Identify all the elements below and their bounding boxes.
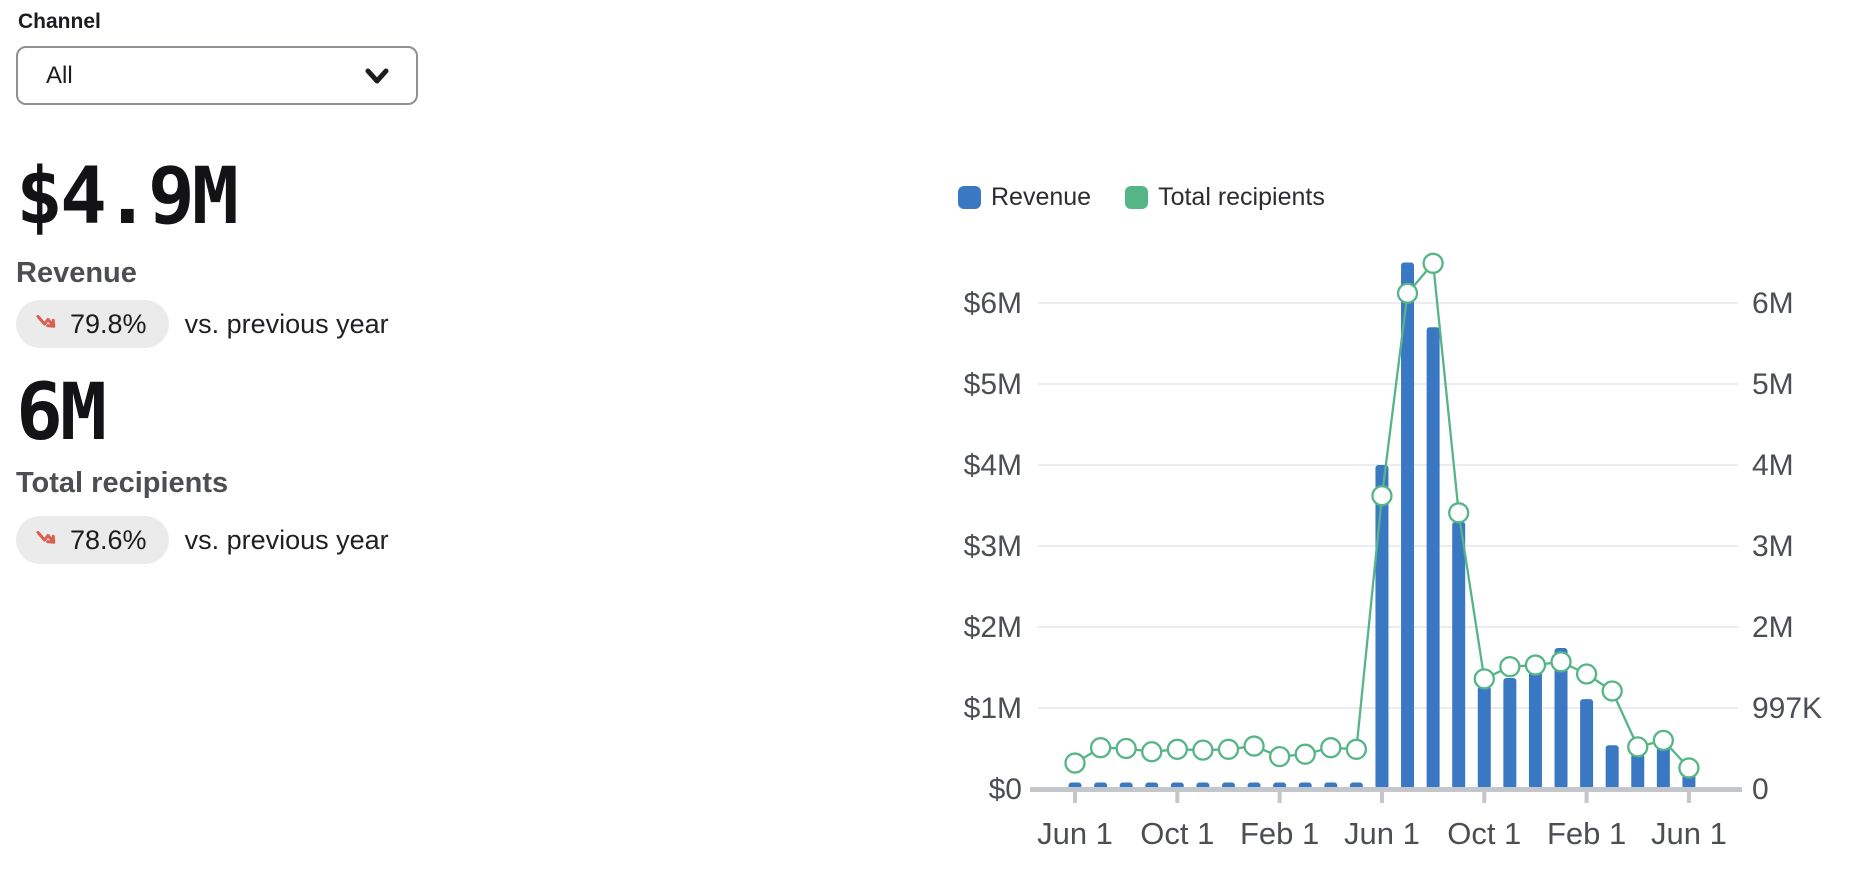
recipients-point[interactable] xyxy=(1320,737,1342,759)
x-axis-tick xyxy=(1379,792,1384,803)
recipients-point[interactable] xyxy=(1345,738,1368,760)
x-axis-tick xyxy=(1277,792,1282,803)
recipients-point[interactable] xyxy=(1499,656,1521,678)
revenue-bar[interactable] xyxy=(1503,678,1517,789)
chart-legend: Revenue Total recipients xyxy=(958,183,1359,212)
revenue-metric-value: $4.9M xyxy=(16,152,239,242)
recipients-point[interactable] xyxy=(1396,282,1419,304)
x-axis-label: Jun 1 xyxy=(1344,816,1420,851)
recipients-point[interactable] xyxy=(1422,252,1444,274)
recipients-point[interactable] xyxy=(1371,485,1393,507)
revenue-bar[interactable] xyxy=(1401,262,1415,790)
recipients-point[interactable] xyxy=(1550,651,1572,673)
legend-item-total-recipients[interactable]: Total recipients xyxy=(1125,183,1325,212)
recipients-point[interactable] xyxy=(1064,752,1086,774)
y-axis-label-right: 997K xyxy=(1752,692,1822,725)
revenue-legend-swatch xyxy=(958,186,981,209)
x-axis-tick xyxy=(1584,792,1589,803)
y-axis-label-left: $6M xyxy=(964,287,1022,320)
channel-select[interactable]: All xyxy=(16,46,418,105)
recipients-point[interactable] xyxy=(1192,739,1214,761)
y-axis-label-right: 5M xyxy=(1752,368,1794,401)
x-axis-label: Oct 1 xyxy=(1140,816,1214,851)
x-axis-tick xyxy=(1175,792,1180,803)
revenue-bar[interactable] xyxy=(1631,753,1645,789)
chevron-down-icon xyxy=(362,61,392,91)
recipients-point[interactable] xyxy=(1217,738,1240,760)
y-axis-label-right: 2M xyxy=(1752,611,1794,644)
recipients-point[interactable] xyxy=(1089,737,1112,759)
x-axis-tick xyxy=(1073,792,1077,803)
revenue-bar[interactable] xyxy=(1580,699,1594,789)
revenue-bar[interactable] xyxy=(1605,745,1619,789)
recipients-point[interactable] xyxy=(1115,737,1137,760)
recipients-point[interactable] xyxy=(1473,668,1495,690)
revenue-bar[interactable] xyxy=(1375,465,1389,789)
recipients-point[interactable] xyxy=(1678,757,1700,779)
recipients-point[interactable] xyxy=(1268,745,1291,768)
revenue-delta-row: 79.8% vs. previous year xyxy=(16,300,389,348)
y-axis-label-left: $5M xyxy=(964,368,1022,401)
y-axis-label-right: 0 xyxy=(1752,773,1769,806)
y-axis-label-right: 6M xyxy=(1752,287,1794,320)
recipients-delta-value: 78.6% xyxy=(70,524,147,555)
y-axis-label-left: $0 xyxy=(989,773,1022,806)
recipients-metric-value: 6M xyxy=(16,368,107,458)
revenue-bar[interactable] xyxy=(1426,327,1440,789)
recipients-comparison-text: vs. previous year xyxy=(184,524,389,555)
recipients-point[interactable] xyxy=(1141,741,1163,763)
recipients-point[interactable] xyxy=(1243,735,1265,757)
recipients-delta-row: 78.6% vs. previous year xyxy=(16,516,389,564)
y-axis-label-left: $4M xyxy=(964,449,1022,482)
y-axis-label-right: 4M xyxy=(1752,449,1794,482)
y-axis-label-left: $1M xyxy=(964,692,1022,725)
revenue-metric-label: Revenue xyxy=(16,257,137,289)
trend-down-arrow-icon xyxy=(34,527,60,553)
channel-filter-label: Channel xyxy=(18,10,101,33)
y-axis-label-left: $2M xyxy=(964,611,1022,644)
recipients-point[interactable] xyxy=(1294,743,1316,765)
revenue-delta-value: 79.8% xyxy=(70,308,147,339)
x-axis-label: Jun 1 xyxy=(1037,816,1113,851)
x-axis-line xyxy=(1030,787,1742,792)
x-axis-tick xyxy=(1686,792,1691,803)
revenue-bar[interactable] xyxy=(1528,669,1542,789)
y-axis-label-left: $3M xyxy=(964,530,1022,563)
revenue-comparison-text: vs. previous year xyxy=(184,308,389,339)
trend-down-arrow-icon xyxy=(34,311,60,337)
recipients-point[interactable] xyxy=(1166,738,1188,760)
recipients-point[interactable] xyxy=(1601,680,1623,702)
recipients-point[interactable] xyxy=(1448,502,1470,524)
x-axis-label: Oct 1 xyxy=(1447,816,1521,851)
x-axis-tick xyxy=(1482,792,1487,803)
recipients-point[interactable] xyxy=(1575,663,1598,685)
recipients-legend-swatch xyxy=(1125,186,1149,209)
recipients-point[interactable] xyxy=(1652,729,1674,752)
recipients-metric-label: Total recipients xyxy=(16,467,229,499)
revenue-bar[interactable] xyxy=(1452,521,1466,789)
x-axis-label: Jun 1 xyxy=(1651,816,1727,851)
revenue-bar[interactable] xyxy=(1477,686,1491,789)
recipients-delta-badge: 78.6% xyxy=(16,516,169,564)
recipients-point[interactable] xyxy=(1627,736,1649,758)
revenue-legend-label: Revenue xyxy=(991,183,1092,211)
revenue-bar[interactable] xyxy=(1656,742,1670,789)
revenue-bar[interactable] xyxy=(1554,648,1568,789)
legend-item-revenue[interactable]: Revenue xyxy=(958,183,1091,212)
revenue-delta-badge: 79.8% xyxy=(16,300,169,348)
recipients-point[interactable] xyxy=(1524,654,1547,676)
x-axis-label: Feb 1 xyxy=(1240,816,1319,851)
channel-select-value: All xyxy=(46,61,73,89)
recipients-legend-label: Total recipients xyxy=(1158,183,1325,211)
x-axis-label: Feb 1 xyxy=(1547,816,1626,851)
y-axis-label-right: 3M xyxy=(1752,530,1794,563)
